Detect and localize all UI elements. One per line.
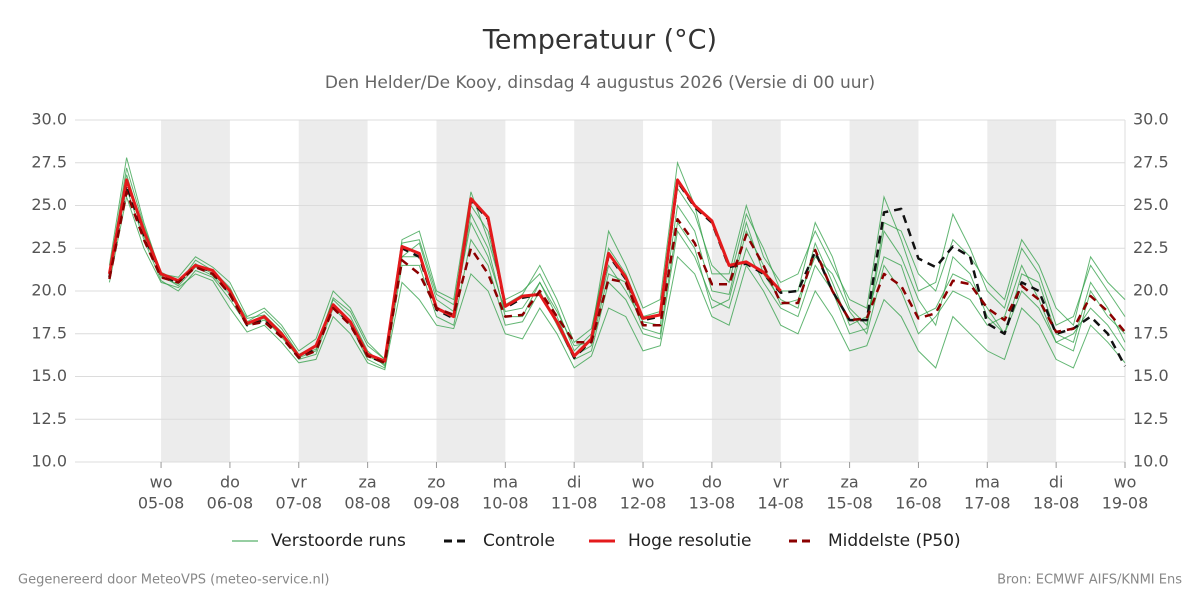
y-tick-label: 15.0: [31, 366, 67, 385]
y-tick-label: 25.0: [31, 195, 67, 214]
x-tick-label: 15-08: [826, 494, 873, 513]
x-tick-label: 07-08: [276, 494, 323, 513]
x-tick-label: 16-08: [895, 494, 942, 513]
y-tick-label: 10.0: [31, 452, 67, 471]
legend-label: Verstoorde runs: [271, 531, 406, 551]
legend-label: Middelste (P50): [828, 531, 961, 551]
x-tick-label: 09-08: [413, 494, 460, 513]
x-tick-weekday: ma: [975, 473, 1000, 492]
x-tick-weekday: di: [567, 473, 582, 492]
y-tick-label: 22.5: [31, 238, 67, 257]
ensemble-line: [108, 157, 1126, 361]
footer-left: Gegenereerd door MeteoVPS (meteo-service…: [18, 573, 329, 588]
x-tick-label: 19-08: [1102, 494, 1149, 513]
x-tick-weekday: vr: [291, 473, 307, 492]
x-tick-weekday: wo: [150, 473, 173, 492]
x-tick-weekday: za: [840, 473, 858, 492]
ensemble-line: [108, 194, 1126, 371]
x-tick-label: 17-08: [964, 494, 1011, 513]
x-tick-weekday: wo: [632, 473, 655, 492]
x-tick-label: 10-08: [482, 494, 529, 513]
x-tick-weekday: wo: [1114, 473, 1137, 492]
x-tick-label: 08-08: [344, 494, 391, 513]
x-tick-label: 06-08: [207, 494, 254, 513]
y2-tick-label: 10.0: [1133, 452, 1169, 471]
y2-tick-label: 17.5: [1133, 323, 1169, 342]
series-line: [108, 190, 1126, 365]
x-tick-weekday: za: [359, 473, 377, 492]
chart-subtitle: Den Helder/De Kooy, dinsdag 4 augustus 2…: [325, 73, 875, 93]
footer-right: Bron: ECMWF AIFS/KNMI Ens: [997, 573, 1182, 588]
x-tick-weekday: vr: [773, 473, 789, 492]
x-tick-weekday: ma: [493, 473, 518, 492]
y2-tick-label: 30.0: [1133, 110, 1169, 129]
y2-tick-label: 27.5: [1133, 152, 1169, 171]
x-tick-weekday: do: [702, 473, 722, 492]
chart-title: Temperatuur (°C): [482, 25, 717, 56]
x-tick-weekday: do: [220, 473, 240, 492]
y2-tick-label: 15.0: [1133, 366, 1169, 385]
legend-label: Hoge resolutie: [628, 531, 752, 551]
y2-tick-label: 25.0: [1133, 195, 1169, 214]
legend-label: Controle: [483, 531, 555, 551]
x-tick-label: 11-08: [551, 494, 598, 513]
y2-tick-label: 12.5: [1133, 409, 1169, 428]
y-tick-label: 17.5: [31, 323, 67, 342]
y-tick-label: 27.5: [31, 152, 67, 171]
x-tick-weekday: zo: [427, 473, 445, 492]
y2-tick-label: 20.0: [1133, 281, 1169, 300]
x-tick-label: 13-08: [689, 494, 736, 513]
x-tick-label: 05-08: [138, 494, 185, 513]
x-tick-label: 12-08: [620, 494, 667, 513]
y2-tick-label: 22.5: [1133, 238, 1169, 257]
y-tick-label: 30.0: [31, 110, 67, 129]
x-tick-weekday: di: [1049, 473, 1064, 492]
x-tick-weekday: zo: [909, 473, 927, 492]
y-tick-label: 12.5: [31, 409, 67, 428]
x-tick-label: 14-08: [757, 494, 804, 513]
x-tick-label: 18-08: [1033, 494, 1080, 513]
y-tick-label: 20.0: [31, 281, 67, 300]
